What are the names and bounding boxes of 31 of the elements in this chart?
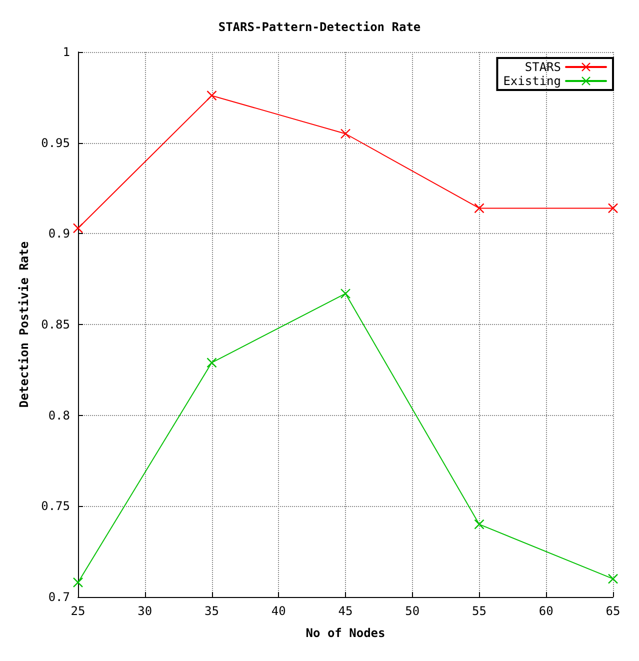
y-tick-label: 0.7 bbox=[48, 590, 70, 604]
y-tick-label: 0.8 bbox=[48, 408, 70, 422]
point bbox=[206, 358, 217, 368]
point bbox=[608, 574, 618, 584]
x-tick-label: 65 bbox=[606, 604, 620, 618]
x-axis-title: No of Nodes bbox=[306, 626, 386, 640]
y-tick-label: 1 bbox=[62, 45, 70, 59]
point bbox=[72, 223, 84, 234]
y-tick-label: 0.85 bbox=[41, 318, 70, 332]
x-tick-label: 35 bbox=[204, 604, 219, 618]
y-tick-label: 0.95 bbox=[41, 136, 70, 150]
point bbox=[72, 577, 84, 588]
x-tick-label: 25 bbox=[70, 604, 86, 618]
legend-label: Existing bbox=[503, 74, 561, 88]
point bbox=[340, 288, 351, 299]
x-tick-label: 30 bbox=[138, 604, 152, 618]
y-tick-label: 0.75 bbox=[41, 499, 70, 514]
point bbox=[340, 128, 351, 139]
y-axis-title: Detection Postivie Rate bbox=[17, 241, 32, 408]
y-tick-label: 0.9 bbox=[48, 226, 70, 241]
x-tick-label: 55 bbox=[472, 604, 486, 618]
point bbox=[608, 203, 618, 214]
point bbox=[474, 519, 484, 530]
chart-title: STARS-Pattern-Detection Rate bbox=[218, 20, 421, 34]
x-tick-label: 60 bbox=[538, 604, 554, 618]
point bbox=[206, 90, 217, 101]
point bbox=[474, 203, 484, 214]
x-tick-label: 45 bbox=[338, 604, 353, 618]
x-tick-label: 50 bbox=[405, 604, 420, 618]
x-tick-label: 40 bbox=[271, 604, 286, 618]
legend-label: STARS bbox=[524, 60, 561, 74]
